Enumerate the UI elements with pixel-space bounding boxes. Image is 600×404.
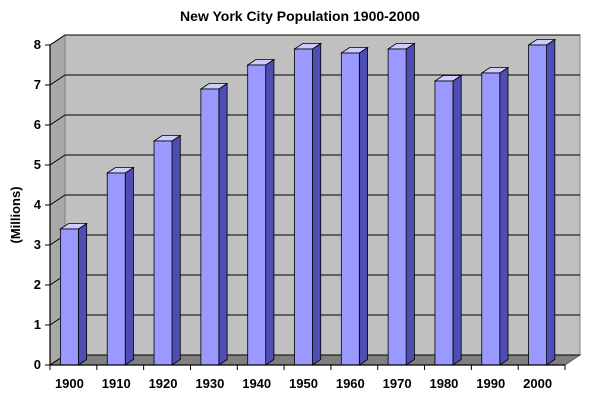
bar-side bbox=[124, 166, 134, 366]
bar-front bbox=[294, 48, 313, 366]
bar-1990 bbox=[480, 66, 510, 366]
x-tick-label: 2000 bbox=[523, 376, 552, 391]
gridline-side bbox=[49, 194, 66, 206]
bar-side bbox=[546, 38, 556, 366]
y-tick-label: 0 bbox=[34, 357, 41, 372]
y-axis-label: (Millions) bbox=[8, 186, 23, 243]
bar-1910 bbox=[105, 166, 135, 366]
x-tick-label: 1970 bbox=[383, 376, 412, 391]
bar-front bbox=[153, 140, 173, 366]
bar-1900 bbox=[59, 222, 88, 366]
bar-side bbox=[358, 46, 368, 366]
bar-1960 bbox=[339, 46, 369, 366]
bar-1920 bbox=[152, 134, 182, 366]
bar-1940 bbox=[246, 58, 276, 366]
x-tick-label: 1990 bbox=[476, 376, 505, 391]
bar-side bbox=[218, 82, 228, 366]
axes bbox=[45, 44, 566, 370]
bar-front bbox=[434, 80, 454, 366]
x-tick-label: 1940 bbox=[242, 376, 271, 391]
bar-side bbox=[265, 58, 275, 366]
bar-side bbox=[405, 42, 415, 366]
x-tick-label: 1910 bbox=[102, 376, 131, 391]
bar-1970 bbox=[386, 42, 416, 366]
y-tick-label: 7 bbox=[34, 77, 41, 92]
y-tick-label: 6 bbox=[34, 117, 41, 132]
gridline-side bbox=[49, 154, 66, 166]
x-tick-label: 1930 bbox=[195, 376, 224, 391]
x-tick-label: 1960 bbox=[336, 376, 365, 391]
y-tick-labels: 0 1 2 3 4 5 6 7 8 bbox=[34, 37, 42, 372]
bar-front bbox=[528, 44, 547, 366]
y-tick-label: 8 bbox=[34, 37, 41, 52]
bar-1980 bbox=[433, 74, 463, 366]
x-tick-labels: 1900 1910 1920 1930 1940 1950 1960 1970 1980 1990… bbox=[55, 376, 552, 391]
gridline-side bbox=[49, 114, 66, 126]
bar-front bbox=[200, 88, 220, 366]
bar-2000 bbox=[527, 38, 557, 366]
y-tick-label: 1 bbox=[34, 317, 41, 332]
bar-1950 bbox=[293, 42, 323, 366]
chart-title: New York City Population 1900-2000 bbox=[180, 8, 420, 24]
bar-front bbox=[106, 172, 126, 366]
bar-front bbox=[340, 52, 360, 366]
bar-side bbox=[171, 134, 181, 366]
bar-front bbox=[247, 64, 267, 366]
bar-side bbox=[499, 66, 509, 366]
x-tick-label: 1900 bbox=[55, 376, 84, 391]
gridline-side bbox=[49, 34, 66, 46]
bar-1930 bbox=[199, 82, 229, 366]
bar-front bbox=[387, 48, 407, 366]
x-tick-label: 1980 bbox=[429, 376, 458, 391]
bar-side bbox=[452, 74, 462, 366]
y-tick-label: 4 bbox=[34, 197, 42, 212]
x-tick-label: 1950 bbox=[289, 376, 318, 391]
bar-side bbox=[78, 222, 88, 366]
y-tick-label: 2 bbox=[34, 277, 41, 292]
bar-front bbox=[60, 228, 79, 366]
bar-front bbox=[481, 72, 501, 366]
gridline-side bbox=[49, 74, 66, 86]
y-tick-label: 5 bbox=[34, 157, 41, 172]
x-tick-label: 1920 bbox=[149, 376, 178, 391]
bar-side bbox=[312, 42, 322, 366]
y-tick-label: 3 bbox=[34, 237, 41, 252]
